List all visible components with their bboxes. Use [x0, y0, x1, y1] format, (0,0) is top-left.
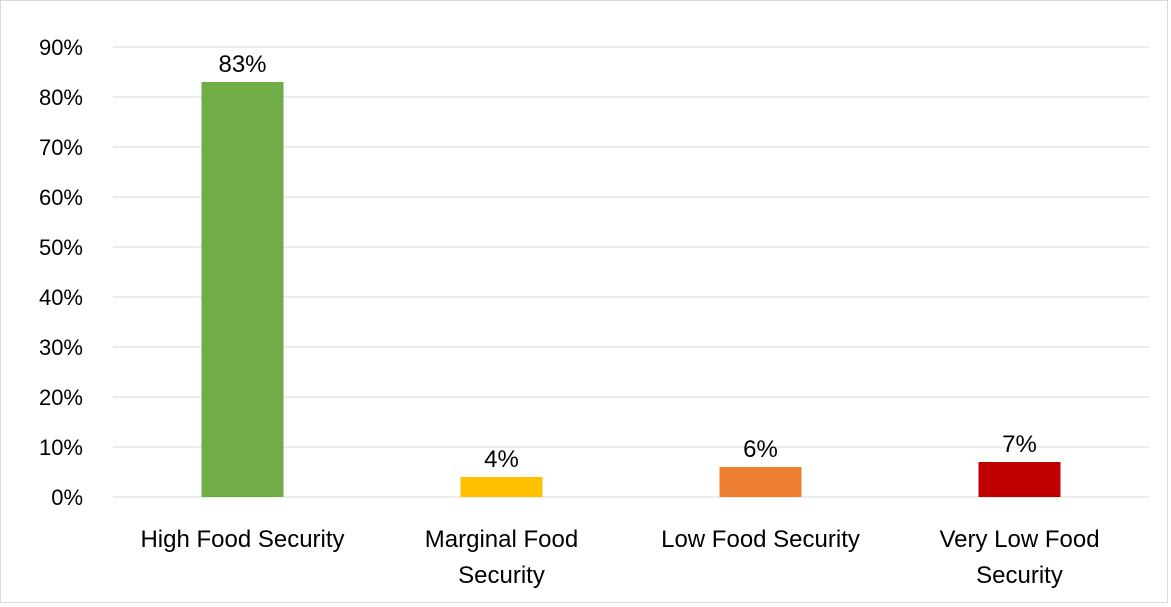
y-tick-label: 40%	[39, 285, 83, 310]
y-tick-label: 50%	[39, 235, 83, 260]
y-tick-label: 90%	[39, 35, 83, 60]
category-label: Security	[458, 562, 545, 589]
y-tick-label: 20%	[39, 385, 83, 410]
y-tick-label: 80%	[39, 85, 83, 110]
y-tick-label: 0%	[51, 485, 83, 510]
category-label: Very Low Food	[939, 526, 1099, 553]
y-tick-label: 70%	[39, 135, 83, 160]
data-label: 83%	[218, 51, 266, 78]
data-label: 4%	[484, 446, 519, 473]
bars	[201, 82, 1061, 497]
bar	[719, 467, 802, 497]
bar	[201, 82, 284, 497]
data-label: 6%	[743, 436, 778, 463]
data-labels: 83% 4% 6% 7%	[218, 51, 1036, 473]
y-axis-tick-labels: 0% 10% 20% 30% 40% 50% 60% 70% 80% 90%	[39, 35, 83, 510]
y-tick-label: 10%	[39, 435, 83, 460]
category-label: Marginal Food	[425, 526, 578, 553]
y-tick-label: 30%	[39, 335, 83, 360]
bar	[978, 462, 1061, 497]
category-label: Security	[976, 562, 1063, 589]
gridlines	[113, 46, 1149, 498]
category-label: Low Food Security	[661, 526, 860, 553]
category-labels: High Food Security Marginal Food Security L…	[140, 526, 1099, 589]
data-label: 7%	[1002, 431, 1037, 458]
bar	[460, 477, 543, 497]
y-tick-label: 60%	[39, 185, 83, 210]
category-label: High Food Security	[140, 526, 344, 553]
